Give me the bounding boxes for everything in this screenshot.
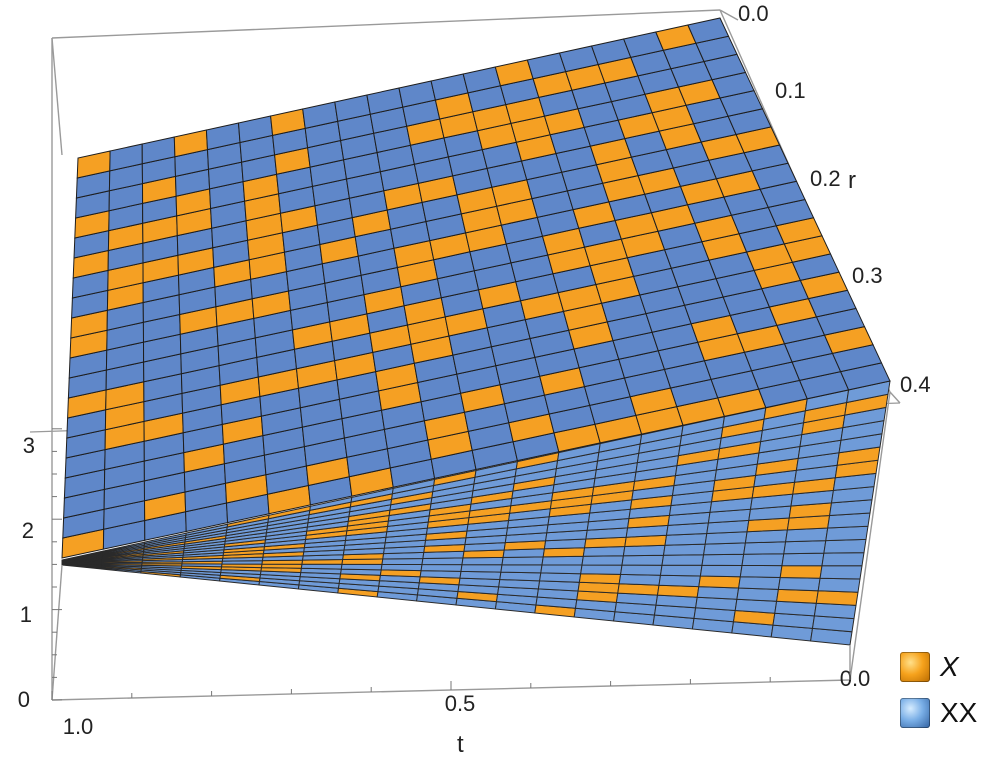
surface-xx-cell [701, 553, 745, 567]
surface-xx-cell [699, 564, 743, 578]
surface-xx-cell [662, 543, 706, 556]
box-edge [849, 391, 891, 681]
surface-xx-cell [260, 563, 303, 569]
z-tick-label: 2 [22, 518, 34, 543]
x-tick-label: 0.0 [840, 666, 871, 691]
surface-xx-cell [825, 525, 869, 542]
z-tick-label: 0 [18, 687, 30, 712]
surface-xx-cell [817, 577, 861, 593]
surfaces [61, 17, 891, 646]
surface-x-cell [687, 17, 730, 44]
surface-xx-cell [823, 538, 867, 554]
surface-xx-cell [659, 564, 703, 577]
surface-xx-cell [539, 572, 582, 583]
z-tick-label: 3 [23, 433, 35, 458]
surface-xx-cell [461, 556, 504, 566]
surface-xx-cell [739, 564, 783, 579]
surface-xx-cell [621, 554, 665, 566]
surface-xx-cell [741, 553, 785, 567]
legend: X XX [900, 644, 977, 736]
surface-xx-cell [736, 587, 779, 602]
surface-xx-cell [819, 565, 863, 580]
y-axis-label: r [848, 167, 856, 194]
surface-xx-cell [501, 556, 544, 566]
box-edge [889, 391, 901, 404]
surface-xx-cell [743, 541, 787, 555]
box-edge [51, 9, 721, 39]
legend-item-x: X [900, 644, 977, 690]
surface-xx-cell [622, 544, 666, 557]
surface-xx-cell [698, 575, 741, 589]
surface-xx-cell [777, 576, 821, 592]
surface-xx-cell [500, 564, 543, 574]
surface-xx-cell [781, 552, 825, 567]
surface-xx-cell [779, 565, 823, 579]
surface-xx-cell [703, 542, 746, 556]
surface-xx-cell [658, 574, 701, 588]
box-edge [51, 37, 63, 156]
y-tick-label: 0.2 [810, 166, 841, 191]
surface-xx-cell [656, 584, 700, 598]
y-tick-label: 0.0 [738, 1, 769, 26]
surface-xx-cell [460, 564, 503, 573]
surface-xx-cell [813, 602, 857, 620]
x-tick-label: 1.0 [63, 714, 94, 739]
surface-xx-cell [499, 571, 542, 582]
surface-xx-cell [821, 552, 865, 567]
z-tick-label: 1 [20, 602, 32, 627]
x-tick-label: 0.5 [445, 691, 476, 716]
surface-xx-cell [420, 563, 463, 572]
axis-ticks: 1.0 0.5 0.0 0.0 0.1 0.2 0.3 0.4 0 1 2 3 [18, 1, 931, 739]
legend-item-xx: XX [900, 690, 977, 736]
surface-xx-cell [783, 540, 827, 555]
surface-xx-cell [776, 588, 819, 604]
surface-xx-cell [620, 564, 663, 576]
box-edge [719, 9, 739, 21]
surface-xx-cell [696, 586, 740, 600]
surface-xx-cell [815, 590, 859, 606]
surface-xx-cell [459, 570, 502, 581]
legend-swatch-x [900, 652, 930, 682]
surface-xx-cell [541, 555, 584, 566]
surface-xx-cell [300, 563, 343, 570]
y-tick-label: 0.1 [775, 78, 806, 103]
surface-xx-cell [380, 563, 423, 572]
y-tick-label: 0.3 [852, 263, 883, 288]
x-axis-label: t [457, 731, 464, 758]
legend-label-x: X [940, 651, 959, 682]
surface-xx-cell [738, 576, 781, 590]
legend-swatch-xx [900, 698, 930, 728]
surface-xx-cell [340, 563, 383, 571]
surface-xx-cell [618, 573, 662, 586]
y-tick-label: 0.4 [900, 372, 931, 397]
surface-xx-cell [774, 600, 817, 617]
surface-xx-cell [578, 573, 622, 585]
surface-xx-cell [661, 554, 705, 566]
surface-xx-cell [581, 555, 624, 566]
surface-xx-cell [540, 564, 583, 575]
legend-label-xx: XX [940, 697, 978, 728]
surface-xx-cell [580, 564, 623, 575]
